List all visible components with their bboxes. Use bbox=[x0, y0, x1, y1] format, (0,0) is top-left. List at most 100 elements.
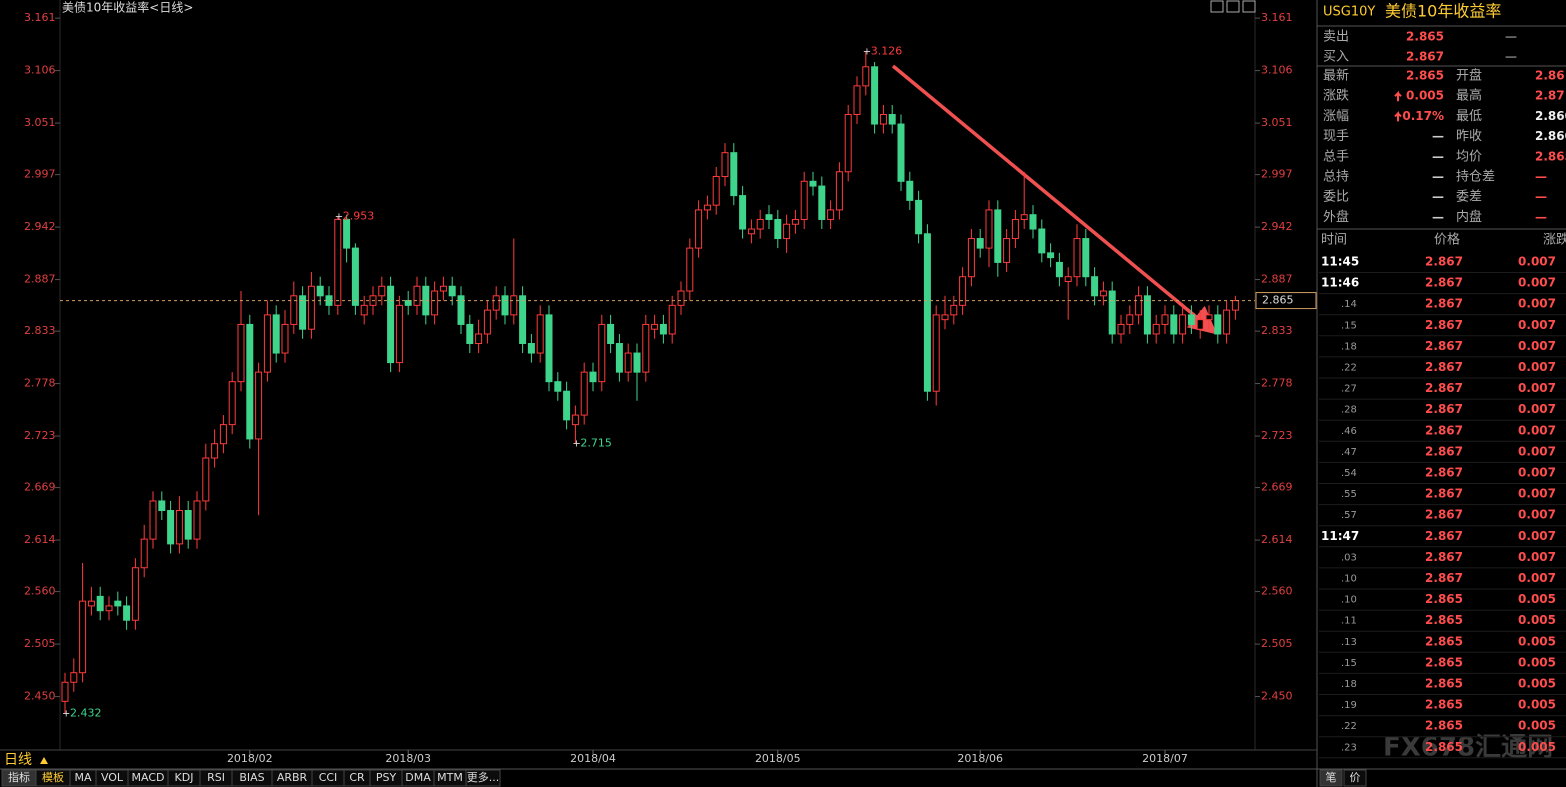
candle-body bbox=[360, 304, 368, 316]
candle-body bbox=[818, 185, 826, 220]
tab-label[interactable]: MACD bbox=[132, 771, 165, 784]
tab-label[interactable]: MA bbox=[74, 771, 91, 784]
stat-label: 总手 bbox=[1323, 149, 1349, 164]
stat-value: 0.17% bbox=[1402, 109, 1444, 123]
candle-body bbox=[897, 123, 905, 182]
candle-body bbox=[871, 66, 879, 125]
stat-label: 外盘 bbox=[1323, 209, 1349, 225]
tick-time: .55 bbox=[1341, 489, 1357, 500]
candle-body bbox=[739, 195, 747, 230]
candle-body bbox=[431, 290, 439, 316]
candle-body bbox=[281, 323, 289, 354]
y-tick-label-right: 3.051 bbox=[1261, 116, 1293, 129]
tab-label[interactable]: KDJ bbox=[175, 771, 194, 784]
tick-price: 2.867 bbox=[1425, 318, 1463, 332]
candle-body bbox=[721, 152, 729, 178]
stat-label: 委比 bbox=[1323, 190, 1349, 205]
icon[interactable] bbox=[1210, 0, 1224, 13]
stat-value: — bbox=[1432, 149, 1444, 163]
candle-body bbox=[246, 323, 254, 440]
stat-value: — bbox=[1535, 210, 1547, 224]
tick-time: .03 bbox=[1341, 552, 1357, 563]
x-tick-label: 2018/05 bbox=[755, 752, 801, 765]
tab-label[interactable]: VOL bbox=[101, 771, 124, 784]
tab-label[interactable]: CR bbox=[349, 771, 365, 784]
period-arrow bbox=[40, 757, 48, 764]
tick-price: 2.867 bbox=[1425, 550, 1463, 564]
tab-label[interactable]: DMA bbox=[405, 771, 431, 784]
tab-label[interactable]: RSI bbox=[207, 771, 225, 784]
tick-price: 2.865 bbox=[1425, 655, 1463, 669]
tab-label[interactable]: ARBR bbox=[277, 771, 308, 784]
tick-price: 2.867 bbox=[1425, 276, 1463, 290]
x-tick-label: 2018/07 bbox=[1142, 752, 1188, 765]
candle-body bbox=[677, 290, 685, 306]
candle-body bbox=[457, 295, 465, 325]
y-tick-label: 3.161 bbox=[24, 11, 56, 24]
candle-body bbox=[483, 309, 491, 335]
y-tick-label-right: 2.723 bbox=[1261, 429, 1293, 442]
candle-body bbox=[299, 295, 307, 330]
y-tick-label: 2.887 bbox=[24, 273, 56, 286]
candle-body bbox=[123, 605, 131, 621]
y-tick-label: 3.106 bbox=[24, 64, 56, 77]
side-tab[interactable] bbox=[1319, 769, 1343, 787]
tab-label[interactable]: MTM bbox=[437, 771, 463, 784]
quote-label: 卖出 bbox=[1323, 30, 1349, 45]
x-tick-label: 2018/03 bbox=[385, 752, 431, 765]
candle-body bbox=[765, 214, 773, 220]
tick-price: 2.867 bbox=[1425, 466, 1463, 480]
tick-change: 0.007 bbox=[1518, 487, 1556, 501]
tab-label[interactable]: PSY bbox=[376, 771, 397, 784]
candle-body bbox=[633, 352, 641, 373]
candle-body bbox=[563, 390, 571, 421]
candle-body bbox=[747, 228, 755, 235]
candle-body bbox=[1047, 252, 1055, 259]
tab-label[interactable]: 更多... bbox=[467, 770, 500, 784]
tab[interactable] bbox=[465, 769, 501, 787]
side-tab[interactable] bbox=[1343, 769, 1367, 787]
tab-label[interactable]: BIAS bbox=[239, 771, 264, 784]
y-tick-label: 3.051 bbox=[24, 116, 56, 129]
candle-body bbox=[651, 323, 659, 330]
tick-time: .15 bbox=[1341, 658, 1357, 669]
icon[interactable] bbox=[1226, 0, 1240, 13]
tick-price: 2.867 bbox=[1425, 571, 1463, 585]
period-label[interactable]: 日线 bbox=[4, 752, 32, 768]
tick-time: .57 bbox=[1341, 510, 1357, 521]
tab-label[interactable]: 指标 bbox=[8, 770, 30, 784]
tick-price: 2.867 bbox=[1425, 402, 1463, 416]
tick-time: .18 bbox=[1341, 679, 1357, 690]
tab-label[interactable]: 模板 bbox=[42, 770, 64, 784]
y-tick-label-right: 2.614 bbox=[1261, 533, 1293, 546]
tick-change: 0.007 bbox=[1518, 297, 1556, 311]
window-icons[interactable] bbox=[1210, 0, 1256, 13]
candle-body bbox=[844, 114, 852, 173]
tick-time: .13 bbox=[1341, 637, 1357, 648]
candle-body bbox=[290, 295, 298, 325]
stat-label: 现手 bbox=[1323, 129, 1349, 144]
tick-change: 0.005 bbox=[1518, 719, 1556, 733]
tick-time: .46 bbox=[1341, 426, 1357, 437]
candle-body bbox=[237, 323, 245, 383]
y-tick-label: 2.833 bbox=[24, 324, 56, 337]
candle-body bbox=[193, 500, 201, 540]
candle-body bbox=[501, 295, 509, 316]
y-tick-label: 2.505 bbox=[24, 637, 56, 650]
tick-time: .47 bbox=[1341, 447, 1357, 458]
candle-body bbox=[395, 304, 403, 364]
side-tab-label[interactable]: 笔 bbox=[1326, 770, 1337, 784]
icon[interactable] bbox=[1242, 0, 1256, 13]
stat-value: 2.871 bbox=[1535, 89, 1566, 103]
y-tick-label-right: 2.997 bbox=[1261, 168, 1293, 181]
tick-change: 0.005 bbox=[1518, 592, 1556, 606]
candle-body bbox=[862, 66, 870, 87]
tab-label[interactable]: CCI bbox=[319, 771, 338, 784]
candle-body bbox=[175, 509, 183, 545]
tick-price: 2.865 bbox=[1425, 677, 1463, 691]
y-tick-label: 2.560 bbox=[24, 585, 56, 598]
candle-body bbox=[571, 414, 579, 426]
candle-body bbox=[730, 152, 738, 197]
side-tab-label[interactable]: 价 bbox=[1350, 771, 1361, 784]
